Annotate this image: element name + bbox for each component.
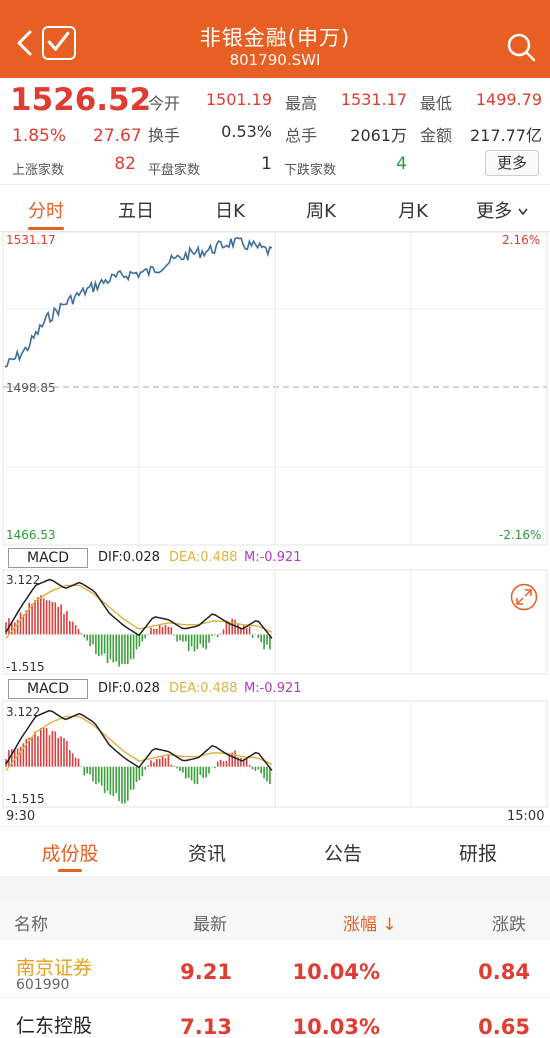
stock-change: 0.84 (478, 960, 530, 984)
quote-panel: 1526.52 1.85% 27.67 上涨家数 82 今开 1501.19 最… (0, 78, 550, 184)
chart-canvas (2, 232, 548, 808)
turnover-value: 0.53% (221, 122, 272, 141)
tab-intraday[interactable]: 分时 (28, 201, 64, 222)
info-tabs: 成份股 资讯 公告 研报 (0, 826, 550, 876)
tab-news[interactable]: 资讯 (187, 843, 226, 865)
dif-line-2 (5, 709, 273, 772)
high-label: 最高 (285, 94, 318, 113)
time-end-label: 15:00 (507, 809, 545, 824)
macd-histogram-2 (5, 727, 271, 804)
intraday-price-line (4, 236, 273, 368)
fall-count: 4 (396, 154, 407, 174)
stock-change-pct: 10.03% (292, 1015, 380, 1038)
tab-more-label: 更多 (476, 201, 513, 222)
checkmark-icon (47, 31, 70, 51)
current-price: 1526.52 (10, 82, 152, 118)
macd-m-value-1: M:-0.921 (244, 550, 302, 565)
amount-value: 217.77亿 (470, 126, 542, 145)
stock-latest: 9.21 (180, 960, 232, 984)
active-tab-indicator (28, 227, 64, 230)
flat-count: 1 (261, 154, 272, 174)
macd-dif-value-1: DIF:0.028 (98, 550, 160, 565)
stock-change-pct: 10.04% (292, 960, 380, 984)
table-row[interactable]: 南京证券 601990 9.21 10.04% 0.84 (0, 940, 550, 998)
col-name[interactable]: 名称 (14, 915, 48, 935)
col-change-pct[interactable]: 涨幅 ↓ (343, 915, 397, 935)
col-change[interactable]: 涨跌 (492, 915, 526, 935)
stock-name: 仁东控股 (16, 1015, 93, 1037)
open-value: 1501.19 (205, 90, 272, 109)
macd-dea-value-1: DEA:0.488 (169, 550, 238, 565)
tab-more[interactable]: 更多 (462, 197, 542, 223)
y-max-label: 1531.17 (6, 233, 56, 247)
macd-ymax-label-2: 3.122 (6, 705, 41, 719)
y-min-label: 1466.53 (6, 528, 56, 542)
stock-latest: 7.13 (180, 1015, 232, 1038)
low-value: 1499.79 (475, 90, 542, 109)
stock-code: 601990 (16, 977, 70, 993)
col-latest[interactable]: 最新 (193, 915, 227, 935)
tab-monthly-k[interactable]: 月K (398, 201, 428, 222)
change-percent: 1.85% (12, 126, 67, 146)
tab-weekly-k[interactable]: 周K (306, 201, 336, 222)
tab-five-day[interactable]: 五日 (118, 201, 154, 222)
table-row[interactable]: 仁东控股 7.13 10.03% 0.65 (0, 998, 550, 1038)
back-arrow-icon[interactable] (14, 28, 36, 58)
macd-m-value-2: M:-0.921 (244, 681, 302, 696)
fall-count-label: 下跌家数 (284, 163, 337, 178)
page-title: 非银金融(申万) (199, 26, 351, 50)
dea-line-1 (5, 584, 273, 639)
amount-label: 金额 (420, 126, 453, 145)
tab-announcements[interactable]: 公告 (323, 843, 362, 865)
dea-line-2 (5, 715, 273, 772)
macd-dif-value-2: DIF:0.028 (98, 681, 160, 696)
index-code: 801790.SWI (229, 51, 321, 69)
turnover-label: 换手 (148, 126, 181, 145)
chart-area[interactable]: 1531.17 2.16% 1498.85 1466.53 -2.16% MAC… (0, 232, 550, 826)
list-header: 名称 最新 涨幅 ↓ 涨跌 (0, 900, 550, 940)
flat-count-label: 平盘家数 (148, 163, 201, 178)
chevron-down-icon (518, 208, 528, 216)
rise-count: 82 (114, 154, 136, 174)
tab-research[interactable]: 研报 (458, 843, 497, 865)
volume-value: 2061万 (350, 126, 407, 145)
stock-change: 0.65 (478, 1015, 530, 1038)
rise-count-label: 上涨家数 (12, 163, 65, 178)
low-label: 最低 (420, 94, 453, 113)
macd-ymin-label-1: -1.515 (6, 660, 45, 674)
macd-indicator-label-2[interactable]: MACD (8, 679, 88, 699)
macd-ymin-label-2: -1.515 (6, 792, 45, 806)
macd-indicator-label-1[interactable]: MACD (8, 548, 88, 568)
section-divider (0, 876, 550, 900)
app-header: 非银金融(申万) 801790.SWI (0, 0, 550, 78)
expand-icon[interactable] (510, 583, 538, 611)
stock-name: 南京证券 (16, 957, 93, 979)
time-start-label: 9:30 (6, 809, 36, 824)
tab-constituents[interactable]: 成份股 (41, 843, 99, 865)
macd-ymax-label-1: 3.122 (6, 573, 41, 587)
active-subtab-indicator (58, 869, 82, 872)
chart-tabs: 分时 五日 日K 周K 月K 更多 (0, 184, 550, 232)
high-value: 1531.17 (340, 90, 407, 109)
more-button[interactable]: 更多 (485, 150, 539, 176)
pct-max-label: 2.16% (502, 233, 541, 247)
tab-daily-k[interactable]: 日K (215, 201, 245, 222)
change-value: 27.67 (93, 126, 142, 146)
search-icon[interactable] (506, 32, 536, 62)
macd-histogram-1 (5, 595, 271, 667)
favorite-checkbox[interactable] (42, 26, 76, 60)
pct-min-label: -2.16% (499, 528, 542, 542)
macd-dea-value-2: DEA:0.488 (169, 681, 238, 696)
open-label: 今开 (148, 94, 181, 113)
prev-close-label: 1498.85 (6, 381, 56, 395)
dif-line-1 (5, 578, 273, 639)
volume-label: 总手 (285, 126, 318, 145)
